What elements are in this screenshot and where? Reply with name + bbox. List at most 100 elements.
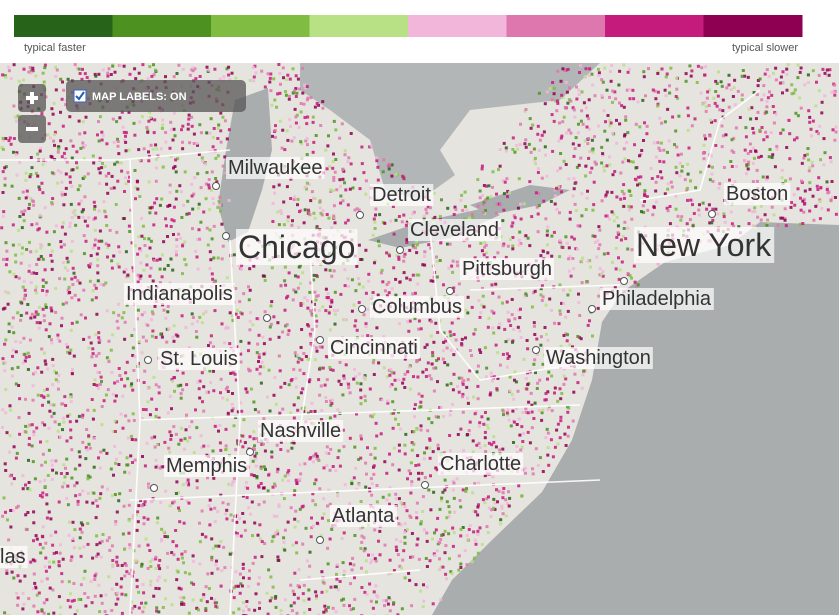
data-dot — [618, 101, 621, 105]
data-dot — [342, 374, 346, 378]
data-dot — [773, 111, 777, 114]
data-dot — [195, 606, 199, 610]
data-dot — [531, 467, 534, 471]
data-dot — [397, 468, 401, 472]
data-dot — [16, 365, 20, 369]
data-dot — [65, 160, 69, 164]
data-dot — [42, 319, 46, 323]
data-dot — [545, 332, 548, 336]
data-dot — [135, 513, 138, 517]
data-dot — [434, 415, 438, 419]
data-dot — [198, 75, 202, 78]
city-label: Washington — [546, 347, 651, 369]
data-dot — [220, 322, 224, 326]
data-dot — [186, 478, 190, 482]
data-dot — [95, 534, 99, 538]
toggle-background[interactable] — [66, 80, 246, 112]
data-dot — [110, 259, 114, 263]
data-dot — [688, 64, 692, 68]
city-label-bg — [330, 505, 398, 527]
data-dot — [100, 485, 104, 489]
city-dot — [246, 448, 254, 456]
data-dot — [766, 220, 770, 224]
data-dot — [526, 411, 530, 415]
data-dot — [238, 572, 242, 576]
data-dot — [92, 161, 96, 165]
data-dot — [601, 153, 605, 157]
data-dot — [159, 332, 163, 336]
data-dot — [491, 475, 495, 479]
data-dot — [436, 447, 440, 451]
data-dot — [99, 282, 103, 286]
data-dot — [539, 293, 543, 297]
data-dot — [725, 86, 729, 90]
data-dot — [286, 333, 290, 336]
data-dot — [66, 484, 70, 488]
data-dot — [630, 276, 633, 280]
data-dot — [253, 555, 257, 559]
data-dot — [198, 123, 202, 127]
labels-toggle[interactable]: MAP LABELS: ON — [66, 80, 246, 112]
data-dot — [622, 204, 626, 208]
data-dot — [435, 275, 439, 279]
data-dot — [355, 207, 359, 211]
data-dot — [270, 450, 274, 454]
data-dot — [290, 378, 294, 381]
data-dot — [107, 339, 111, 343]
data-dot — [490, 283, 494, 287]
data-dot — [230, 483, 234, 487]
data-dot — [291, 219, 294, 223]
data-dot — [57, 560, 61, 564]
data-dot — [32, 510, 36, 514]
data-dot — [76, 499, 80, 503]
data-dot — [367, 279, 371, 283]
data-dot — [353, 445, 357, 449]
data-dot — [154, 407, 158, 411]
data-dot — [216, 154, 220, 158]
data-dot — [584, 208, 588, 211]
data-dot — [116, 179, 120, 183]
data-dot — [825, 180, 829, 184]
data-dot — [330, 402, 334, 405]
data-dot — [43, 485, 47, 488]
data-dot — [305, 85, 309, 88]
data-dot — [461, 395, 464, 399]
data-dot — [16, 311, 20, 315]
data-dot — [42, 351, 46, 355]
data-dot — [521, 411, 525, 414]
data-dot — [75, 419, 79, 423]
data-dot — [424, 368, 428, 372]
data-dot — [510, 224, 514, 228]
data-dot — [628, 274, 632, 278]
data-dot — [204, 607, 208, 611]
data-dot — [550, 409, 554, 413]
data-dot — [83, 175, 87, 179]
data-dot — [224, 512, 228, 516]
data-dot — [32, 433, 36, 437]
data-dot — [605, 88, 609, 92]
data-dot — [72, 598, 76, 602]
data-dot — [157, 416, 161, 420]
data-dot — [1, 357, 5, 361]
data-dot — [204, 585, 208, 589]
data-dot — [365, 592, 369, 596]
data-dot — [510, 392, 514, 396]
city-label: Detroit — [372, 184, 431, 206]
data-dot — [41, 163, 45, 166]
data-dot — [263, 310, 267, 314]
data-dot — [133, 169, 137, 172]
data-dot — [283, 265, 287, 269]
data-dot — [628, 160, 632, 163]
data-dot — [721, 109, 725, 113]
data-dot — [752, 156, 756, 160]
data-dot — [576, 247, 579, 251]
data-dot — [644, 94, 647, 98]
data-dot — [678, 174, 682, 178]
data-dot — [152, 73, 156, 77]
data-dot — [483, 346, 487, 350]
data-dot — [180, 190, 183, 194]
data-dot — [165, 340, 169, 344]
data-dot — [361, 285, 365, 289]
data-dot — [23, 359, 27, 363]
data-dot — [81, 215, 85, 219]
